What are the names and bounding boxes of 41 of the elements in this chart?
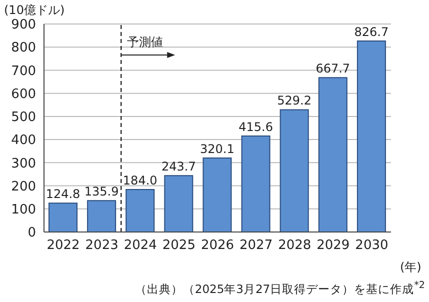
bar bbox=[48, 202, 78, 232]
x-tick-label: 2028 bbox=[278, 238, 312, 254]
y-tick-label: 500 bbox=[11, 110, 36, 126]
data-label: 415.6 bbox=[238, 120, 273, 134]
y-tick-label: 0 bbox=[28, 226, 36, 241]
text: （出典）（2025年3月27日取得データ）を基に作成$^{*2}$ bbox=[134, 280, 425, 297]
bar bbox=[164, 175, 194, 232]
y-tick-label: 200 bbox=[11, 179, 36, 194]
x-tick-label: 2029 bbox=[316, 238, 350, 254]
x-tick-label: 2026 bbox=[200, 238, 234, 254]
y-axis-title: (10億ドル) bbox=[4, 2, 65, 18]
x-tick-label: 2025 bbox=[162, 238, 196, 254]
ref-line-label: 予測値 bbox=[127, 35, 164, 49]
y-tick-label: 800 bbox=[11, 40, 36, 56]
bar bbox=[318, 77, 348, 232]
data-label: 135.9 bbox=[84, 184, 119, 199]
x-tick-label: 2030 bbox=[355, 238, 388, 254]
y-tick-label: 400 bbox=[11, 133, 36, 148]
x-tick-label: 2027 bbox=[240, 238, 273, 254]
bar bbox=[241, 135, 270, 232]
x-tick-label: 2024 bbox=[124, 238, 157, 254]
data-label: 243.7 bbox=[161, 160, 196, 174]
data-label: 826.7 bbox=[354, 24, 389, 39]
data-label: 184.0 bbox=[122, 173, 158, 188]
bar bbox=[202, 158, 232, 232]
y-tick-label: 900 bbox=[11, 18, 36, 33]
data-label: 529.2 bbox=[277, 94, 312, 108]
bar bbox=[280, 109, 309, 232]
x-tick-label: 2023 bbox=[85, 238, 118, 254]
y-tick-label: 600 bbox=[11, 86, 36, 102]
bar bbox=[356, 40, 386, 232]
bar bbox=[87, 200, 116, 232]
x-axis-title: (年) bbox=[400, 259, 422, 276]
data-label: 667.7 bbox=[316, 62, 350, 76]
y-tick-label: 300 bbox=[11, 156, 36, 172]
data-label: 124.8 bbox=[46, 187, 80, 202]
y-tick-label: 100 bbox=[11, 202, 36, 218]
x-tick-label: 2022 bbox=[46, 238, 80, 254]
bar bbox=[126, 188, 155, 232]
y-tick-label: 700 bbox=[11, 64, 36, 79]
data-label: 320.1 bbox=[200, 142, 234, 156]
